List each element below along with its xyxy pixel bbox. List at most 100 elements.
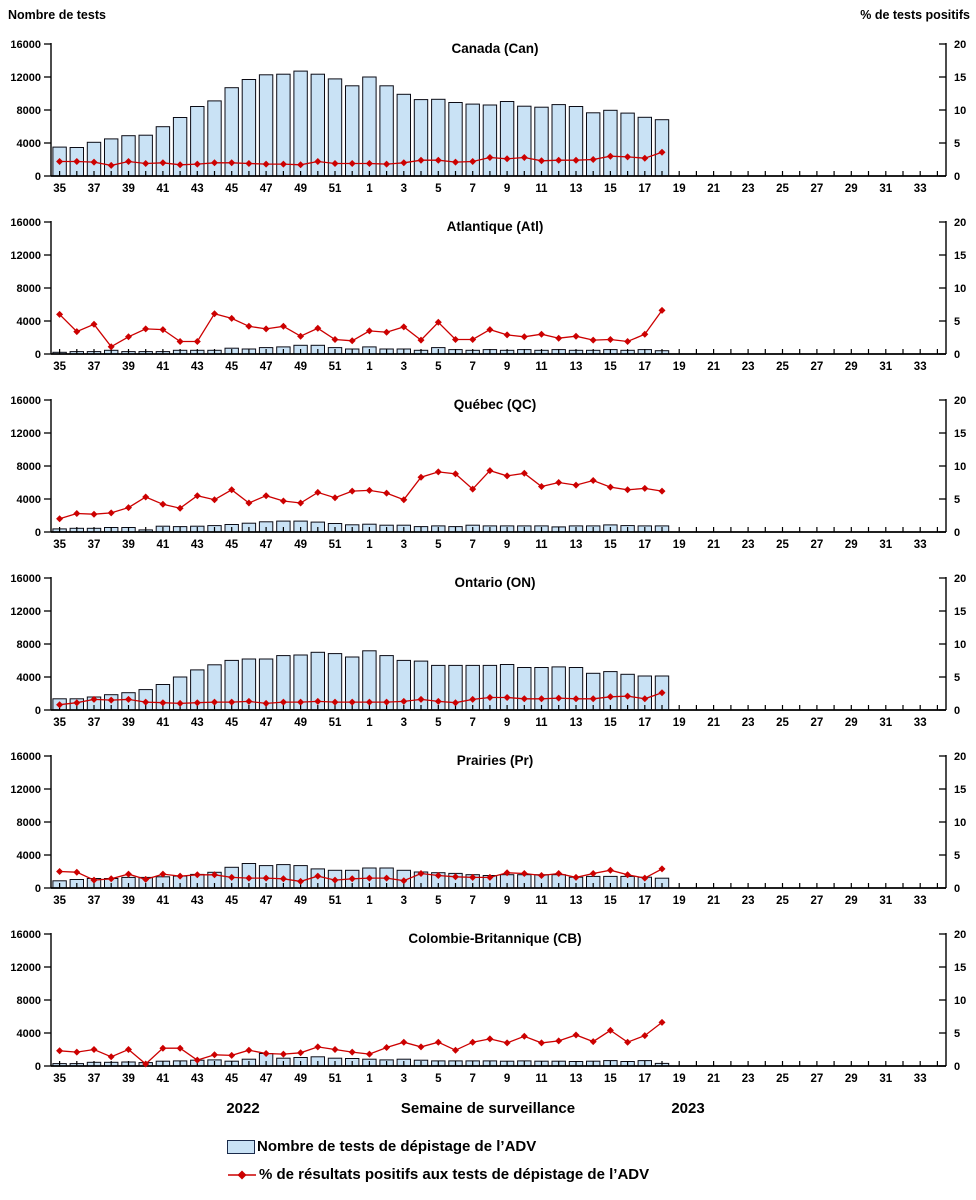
svg-text:35: 35 — [53, 361, 66, 373]
svg-text:5: 5 — [954, 672, 960, 684]
svg-text:37: 37 — [88, 183, 101, 195]
svg-text:39: 39 — [122, 183, 135, 195]
svg-text:0: 0 — [954, 349, 960, 361]
svg-text:23: 23 — [742, 539, 755, 551]
svg-text:0: 0 — [954, 1061, 960, 1073]
svg-text:49: 49 — [294, 361, 307, 373]
svg-text:0: 0 — [954, 883, 960, 895]
svg-text:15: 15 — [604, 1073, 617, 1085]
svg-text:35: 35 — [53, 895, 66, 907]
svg-text:1: 1 — [366, 1073, 373, 1085]
svg-text:4000: 4000 — [17, 1028, 41, 1040]
svg-text:12000: 12000 — [10, 250, 41, 262]
svg-text:13: 13 — [570, 895, 583, 907]
left-axis-title: Nombre de tests — [8, 8, 106, 22]
svg-text:15: 15 — [604, 717, 617, 729]
svg-text:37: 37 — [88, 539, 101, 551]
svg-text:20: 20 — [954, 395, 966, 407]
svg-text:29: 29 — [845, 183, 858, 195]
svg-text:0: 0 — [35, 705, 41, 717]
svg-text:41: 41 — [157, 717, 170, 729]
svg-text:27: 27 — [811, 717, 824, 729]
svg-text:15: 15 — [954, 962, 966, 974]
axis-titles-row: Nombre de tests % de tests positifs — [0, 0, 976, 30]
svg-text:51: 51 — [329, 361, 342, 373]
svg-text:11: 11 — [535, 717, 548, 729]
svg-text:49: 49 — [294, 717, 307, 729]
svg-text:5: 5 — [954, 1028, 960, 1040]
svg-text:39: 39 — [122, 539, 135, 551]
chart-panel-prairies: 0 4000 8000 12000 16000 0 5 10 15 20 35 37 39 41 43 45 4… — [0, 742, 976, 920]
svg-text:20: 20 — [954, 751, 966, 763]
svg-text:25: 25 — [776, 717, 789, 729]
pct-line-pr — [59, 868, 663, 883]
svg-text:5: 5 — [954, 494, 960, 506]
svg-text:37: 37 — [88, 361, 101, 373]
svg-text:3: 3 — [401, 539, 407, 551]
svg-text:33: 33 — [914, 539, 927, 551]
svg-text:1: 1 — [366, 183, 373, 195]
svg-text:47: 47 — [260, 895, 273, 907]
pct-markers-qc — [56, 467, 666, 523]
svg-text:0: 0 — [35, 171, 41, 183]
svg-text:5: 5 — [435, 539, 442, 551]
svg-text:10: 10 — [954, 461, 966, 473]
svg-text:31: 31 — [879, 361, 892, 373]
svg-text:16000: 16000 — [10, 395, 41, 407]
svg-text:47: 47 — [260, 183, 273, 195]
svg-text:10: 10 — [954, 283, 966, 295]
chart-panel-atlantique: 0 4000 8000 12000 16000 0 5 10 15 20 35 37 39 41 43 45 4… — [0, 208, 976, 386]
svg-text:51: 51 — [329, 1073, 342, 1085]
svg-text:13: 13 — [570, 717, 583, 729]
svg-text:12000: 12000 — [10, 428, 41, 440]
right-axis-title: % de tests positifs — [860, 8, 970, 22]
svg-text:8000: 8000 — [17, 639, 41, 651]
svg-text:5: 5 — [435, 717, 442, 729]
svg-text:43: 43 — [191, 183, 204, 195]
svg-text:15: 15 — [954, 250, 966, 262]
svg-text:16000: 16000 — [10, 217, 41, 229]
svg-text:27: 27 — [811, 183, 824, 195]
svg-text:4000: 4000 — [17, 138, 41, 150]
svg-text:3: 3 — [401, 717, 407, 729]
svg-text:9: 9 — [504, 717, 510, 729]
svg-text:21: 21 — [707, 895, 720, 907]
svg-text:9: 9 — [504, 361, 510, 373]
svg-text:11: 11 — [535, 1073, 548, 1085]
svg-text:3: 3 — [401, 895, 407, 907]
svg-text:0: 0 — [35, 883, 41, 895]
svg-text:35: 35 — [53, 1073, 66, 1085]
svg-text:12000: 12000 — [10, 72, 41, 84]
svg-text:31: 31 — [879, 1073, 892, 1085]
svg-text:21: 21 — [707, 183, 720, 195]
svg-text:15: 15 — [604, 895, 617, 907]
svg-text:17: 17 — [638, 183, 651, 195]
svg-text:12000: 12000 — [10, 962, 41, 974]
pct-markers-atl — [56, 306, 666, 351]
svg-text:17: 17 — [638, 539, 651, 551]
svg-text:0: 0 — [35, 349, 41, 361]
svg-text:29: 29 — [845, 895, 858, 907]
svg-text:51: 51 — [329, 717, 342, 729]
svg-text:23: 23 — [742, 361, 755, 373]
svg-text:5: 5 — [435, 1073, 442, 1085]
svg-text:19: 19 — [673, 361, 686, 373]
svg-text:27: 27 — [811, 895, 824, 907]
svg-text:21: 21 — [707, 1073, 720, 1085]
svg-text:20: 20 — [954, 217, 966, 229]
svg-text:0: 0 — [954, 171, 960, 183]
svg-text:7: 7 — [469, 895, 475, 907]
svg-text:5: 5 — [435, 895, 442, 907]
svg-text:7: 7 — [469, 717, 475, 729]
svg-text:47: 47 — [260, 361, 273, 373]
svg-text:29: 29 — [845, 717, 858, 729]
svg-text:41: 41 — [157, 183, 170, 195]
svg-text:39: 39 — [122, 361, 135, 373]
svg-text:37: 37 — [88, 895, 101, 907]
svg-text:5: 5 — [954, 316, 960, 328]
svg-text:5: 5 — [435, 361, 442, 373]
svg-text:33: 33 — [914, 895, 927, 907]
svg-text:13: 13 — [570, 183, 583, 195]
